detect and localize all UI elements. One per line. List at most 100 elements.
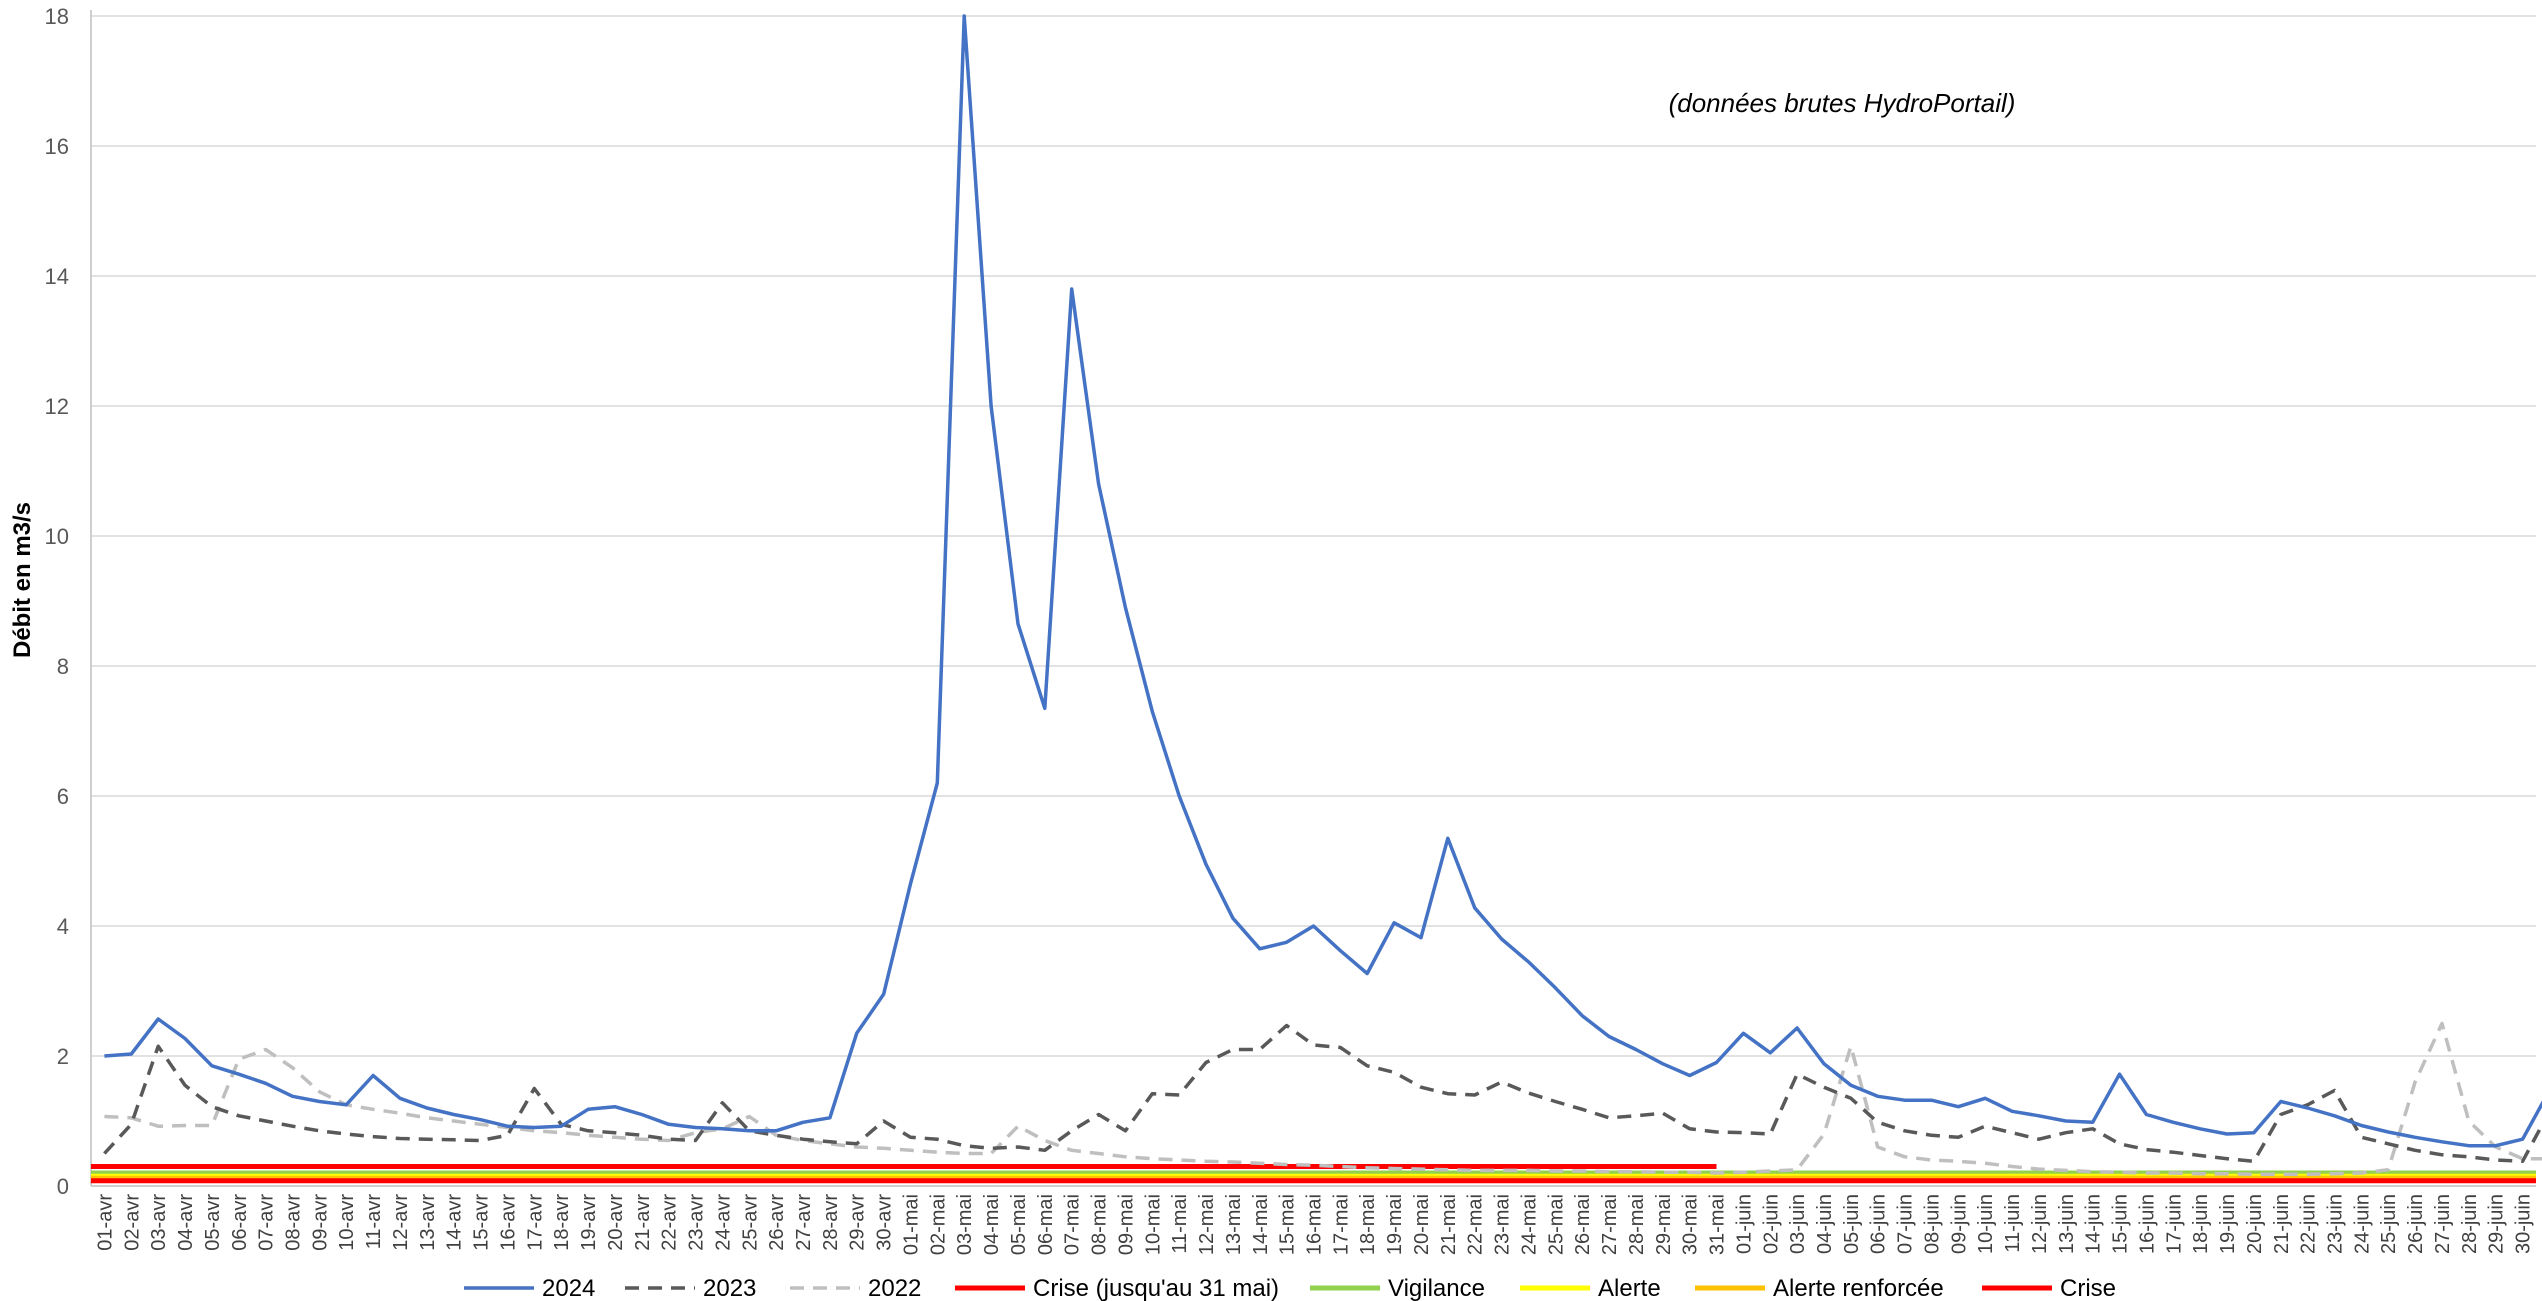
x-tick-label: 25-avr	[739, 1194, 761, 1251]
x-tick-label: 23-juin	[2324, 1194, 2346, 1254]
legend-label: 2024	[542, 1275, 595, 1301]
x-tick-label: 22-mai	[1465, 1194, 1487, 1255]
x-tick-label: 18-mai	[1357, 1194, 1379, 1255]
x-tick-label: 31-mai	[1707, 1194, 1729, 1255]
y-tick-label: 6	[57, 784, 69, 809]
x-tick-label: 14-mai	[1250, 1194, 1272, 1255]
y-tick-label: 14	[45, 264, 69, 289]
x-tick-label: 15-juin	[2110, 1194, 2132, 1254]
x-tick-label: 02-avr	[121, 1194, 143, 1251]
x-tick-label: 11-juin	[2002, 1194, 2024, 1253]
data-source-annotation: (données brutes HydroPortail)	[1669, 88, 2016, 118]
x-tick-label: 26-juin	[2405, 1194, 2427, 1254]
x-tick-label: 18-avr	[551, 1194, 573, 1251]
x-tick-label: 25-mai	[1545, 1194, 1567, 1255]
legend-label: Crise	[2060, 1275, 2116, 1301]
legend-label: Crise (jusqu'au 31 mai)	[1033, 1275, 1279, 1301]
x-tick-label: 16-juin	[2136, 1194, 2158, 1254]
x-tick-label: 30-juin	[2513, 1194, 2535, 1254]
x-tick-label: 08-avr	[283, 1194, 305, 1251]
y-axis-ticks: 0 2 4 6 8 10 12 14 16 18	[45, 4, 69, 1199]
x-tick-label: 22-avr	[659, 1194, 681, 1251]
x-tick-label: 07-juin	[1895, 1194, 1917, 1254]
x-tick-label: 23-avr	[686, 1194, 708, 1251]
x-tick-label: 29-juin	[2486, 1194, 2508, 1254]
x-tick-label: 11-avr	[363, 1194, 385, 1250]
x-tick-label: 21-avr	[632, 1194, 654, 1251]
series-lines	[91, 14, 2542, 1184]
x-tick-label: 09-avr	[309, 1194, 331, 1251]
x-tick-label: 21-juin	[2271, 1194, 2293, 1254]
x-tick-label: 01-avr	[94, 1194, 116, 1251]
x-tick-label: 12-juin	[2029, 1194, 2051, 1254]
y-tick-label: 16	[45, 134, 69, 159]
x-tick-label: 25-juin	[2378, 1194, 2400, 1254]
x-tick-label: 19-mai	[1384, 1194, 1406, 1255]
x-tick-label: 01-juin	[1733, 1194, 1755, 1254]
x-tick-label: 28-mai	[1626, 1194, 1648, 1255]
x-tick-label: 24-mai	[1518, 1194, 1540, 1255]
gridlines	[90, 10, 2536, 1187]
x-axis-ticks: 01-avr 02-avr 03-avr 04-avr 05-avr 06-avr 07-a…	[94, 1194, 2534, 1255]
x-tick-label: 23-mai	[1492, 1194, 1514, 1255]
x-tick-label: 21-mai	[1438, 1194, 1460, 1255]
legend-label: 2023	[703, 1275, 756, 1301]
x-tick-label: 28-juin	[2459, 1194, 2481, 1254]
legend-label: Vigilance	[1388, 1275, 1485, 1301]
x-tick-label: 10-juin	[1975, 1194, 1997, 1254]
x-tick-label: 20-mai	[1411, 1194, 1433, 1255]
x-tick-label: 01-mai	[900, 1194, 922, 1255]
x-tick-label: 17-juin	[2163, 1194, 2185, 1254]
series-line-1	[104, 14, 2542, 1148]
x-tick-label: 02-juin	[1760, 1194, 1782, 1254]
y-tick-label: 0	[57, 1174, 69, 1199]
x-tick-label: 27-avr	[793, 1194, 815, 1251]
y-tick-label: 18	[45, 4, 69, 29]
x-tick-label: 30-avr	[874, 1194, 896, 1251]
x-tick-label: 16-avr	[497, 1194, 519, 1251]
legend-label: 2022	[868, 1275, 921, 1301]
x-tick-label: 05-mai	[1008, 1194, 1030, 1255]
y-axis-label: Débit en m3/s	[9, 502, 36, 658]
x-tick-label: 03-avr	[148, 1194, 170, 1251]
x-tick-label: 15-mai	[1277, 1194, 1299, 1255]
x-tick-label: 17-mai	[1330, 1194, 1352, 1255]
x-tick-label: 06-juin	[1868, 1194, 1890, 1254]
x-tick-label: 04-mai	[981, 1194, 1003, 1255]
x-tick-label: 04-juin	[1814, 1194, 1836, 1254]
x-tick-label: 12-mai	[1196, 1194, 1218, 1255]
x-tick-label: 04-avr	[175, 1194, 197, 1251]
y-tick-label: 10	[45, 524, 69, 549]
x-tick-label: 27-mai	[1599, 1194, 1621, 1255]
y-tick-label: 2	[57, 1044, 69, 1069]
x-tick-label: 05-juin	[1841, 1194, 1863, 1254]
x-tick-label: 13-avr	[417, 1194, 439, 1251]
x-tick-label: 27-juin	[2432, 1194, 2454, 1254]
x-tick-label: 22-juin	[2298, 1194, 2320, 1254]
y-tick-label: 8	[57, 654, 69, 679]
x-tick-label: 13-mai	[1223, 1194, 1245, 1255]
x-tick-label: 29-mai	[1653, 1194, 1675, 1255]
x-tick-label: 13-juin	[2056, 1194, 2078, 1254]
x-tick-label: 10-avr	[336, 1194, 358, 1251]
x-tick-label: 10-mai	[1142, 1194, 1164, 1255]
x-tick-label: 26-avr	[766, 1194, 788, 1251]
x-tick-label: 24-avr	[712, 1194, 734, 1251]
y-tick-label: 12	[45, 394, 69, 419]
x-tick-label: 02-mai	[927, 1194, 949, 1255]
x-tick-label: 18-juin	[2190, 1194, 2212, 1254]
x-tick-label: 06-mai	[1035, 1194, 1057, 1255]
x-tick-label: 05-avr	[202, 1194, 224, 1251]
x-tick-label: 20-avr	[605, 1194, 627, 1251]
x-tick-label: 29-avr	[847, 1194, 869, 1251]
x-tick-label: 12-avr	[390, 1194, 412, 1251]
legend-label: Alerte	[1598, 1275, 1661, 1301]
x-tick-label: 08-juin	[1921, 1194, 1943, 1254]
x-tick-label: 30-mai	[1680, 1194, 1702, 1255]
x-tick-label: 09-juin	[1948, 1194, 1970, 1254]
x-tick-label: 14-juin	[2083, 1194, 2105, 1254]
x-tick-label: 14-avr	[444, 1194, 466, 1251]
legend: 2024 2023 2022 Crise (jusqu'au 31 mai) Vigil…	[464, 1275, 2116, 1301]
x-tick-label: 03-juin	[1787, 1194, 1809, 1254]
